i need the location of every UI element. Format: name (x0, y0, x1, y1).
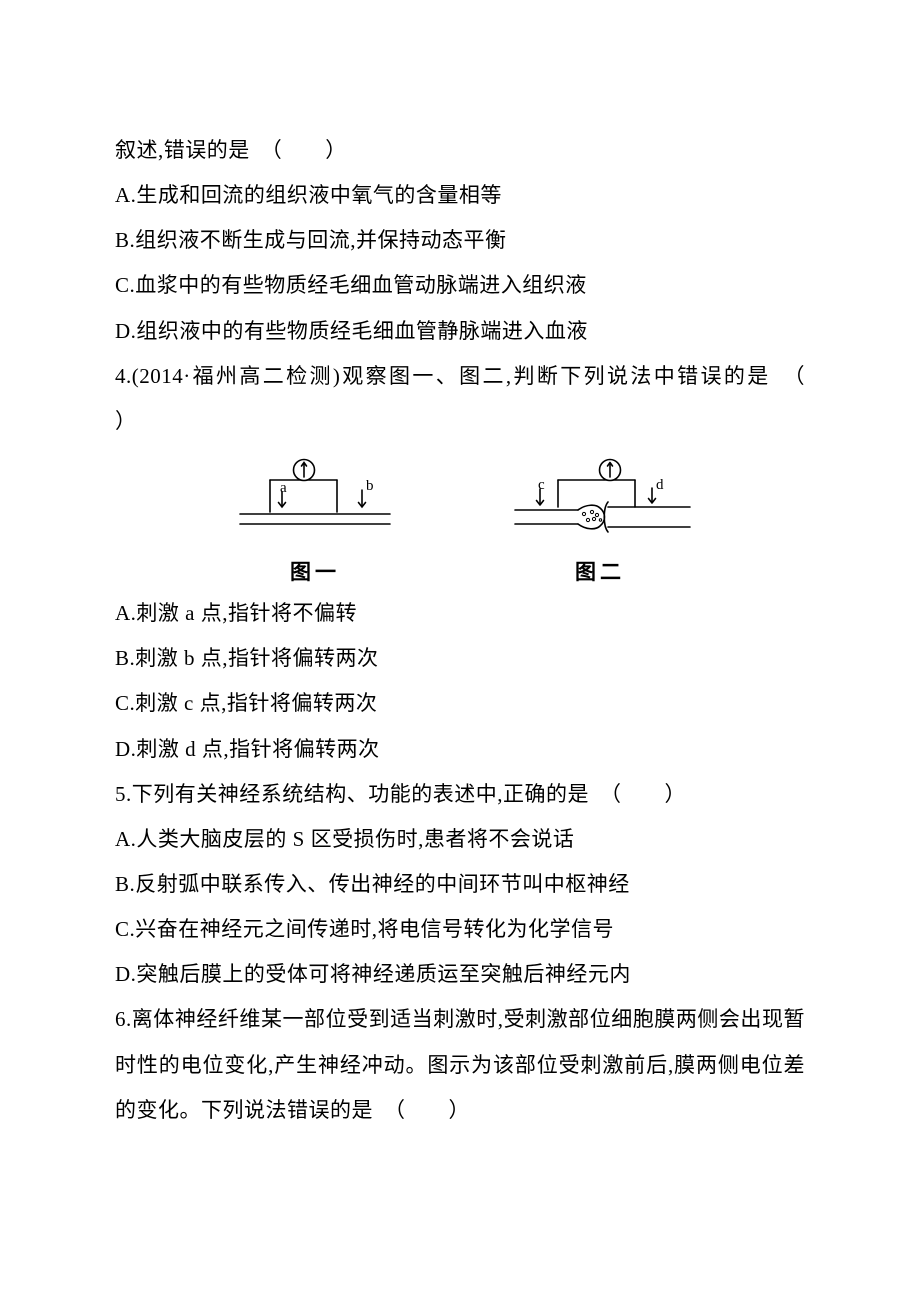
figure-2-label-c: c (538, 477, 545, 493)
q5-option-D: D.突触后膜上的受体可将神经递质运至突触后神经元内 (115, 952, 805, 997)
q4-option-A: A.刺激 a 点,指针将不偏转 (115, 591, 805, 636)
q3-stem-tail: 叙述,错误的是 （ ） (115, 128, 805, 173)
q6-stem: 6.离体神经纤维某一部位受到适当刺激时,受刺激部位细胞膜两侧会出现暂时性的电位变… (115, 997, 805, 1132)
figure-2-label-d: d (656, 477, 664, 493)
q3-option-C: C.血浆中的有些物质经毛细血管动脉端进入组织液 (115, 263, 805, 308)
q4-option-B: B.刺激 b 点,指针将偏转两次 (115, 636, 805, 681)
figure-1-caption: 图一 (290, 550, 340, 595)
q3-option-A: A.生成和回流的组织液中氧气的含量相等 (115, 173, 805, 218)
q4-stem: 4.(2014·福州高二检测)观察图一、图二,判断下列说法中错误的是 （ ） (115, 354, 805, 444)
figure-1-svg: a b (220, 452, 410, 544)
q5-option-A: A.人类大脑皮层的 S 区受损伤时,患者将不会说话 (115, 817, 805, 862)
figure-2: c d 图二 (500, 452, 700, 595)
q5-option-C: C.兴奋在神经元之间传递时,将电信号转化为化学信号 (115, 907, 805, 952)
figure-2-svg: c d (500, 452, 700, 544)
q4-option-C: C.刺激 c 点,指针将偏转两次 (115, 681, 805, 726)
figure-2-caption: 图二 (575, 550, 625, 595)
figure-1-label-a: a (280, 480, 287, 496)
q5-stem: 5.下列有关神经系统结构、功能的表述中,正确的是 （ ） (115, 772, 805, 817)
q3-option-B: B.组织液不断生成与回流,并保持动态平衡 (115, 218, 805, 263)
q4-option-D: D.刺激 d 点,指针将偏转两次 (115, 727, 805, 772)
q5-option-B: B.反射弧中联系传入、传出神经的中间环节叫中枢神经 (115, 862, 805, 907)
q3-option-D: D.组织液中的有些物质经毛细血管静脉端进入血液 (115, 309, 805, 354)
figure-1: a b 图一 (220, 452, 410, 595)
figure-1-label-b: b (366, 478, 374, 494)
q4-figures-row: a b 图一 (115, 452, 805, 595)
